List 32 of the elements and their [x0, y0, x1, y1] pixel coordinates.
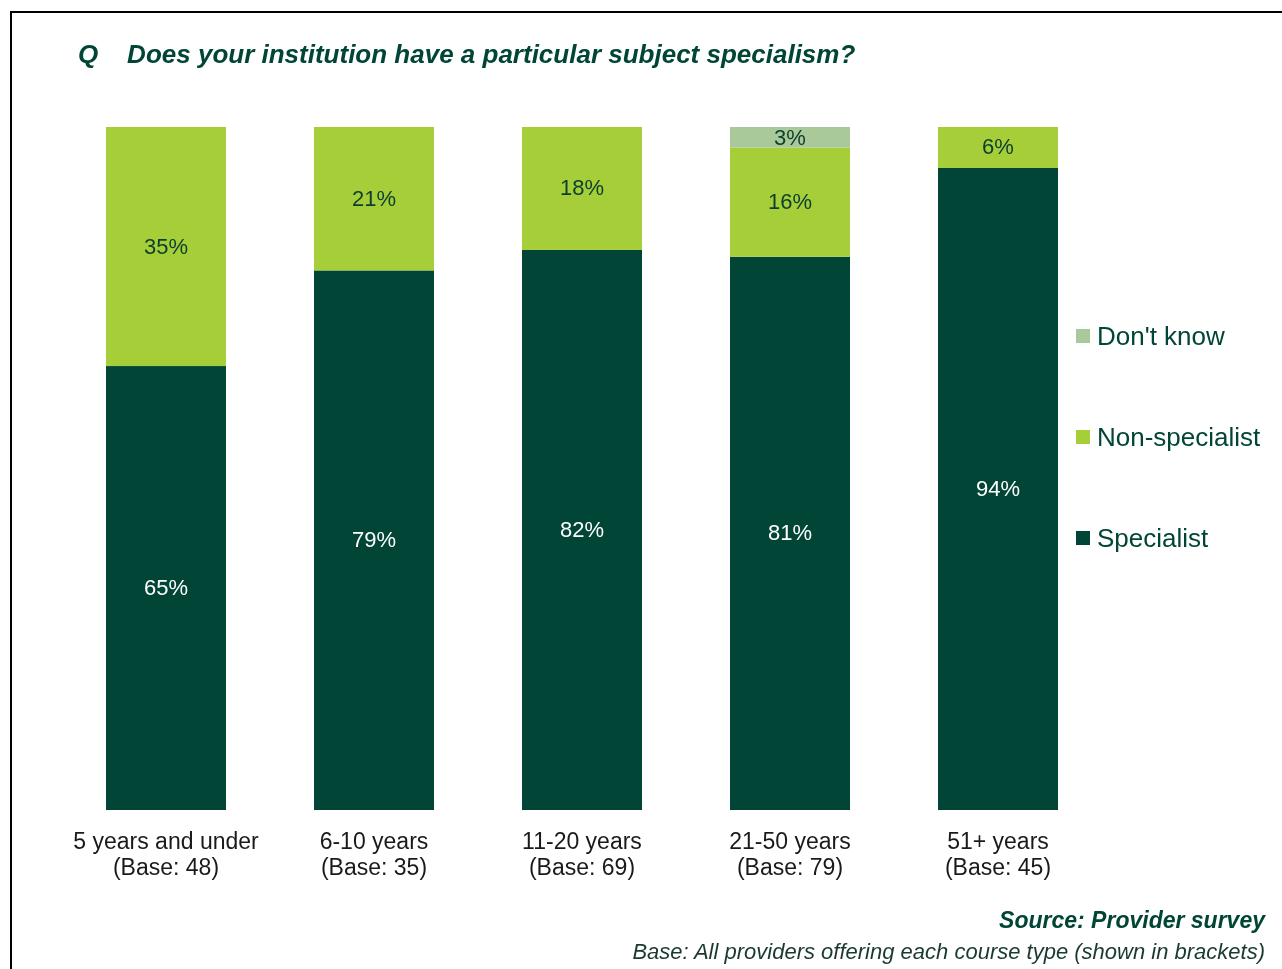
- data-label: 16%: [767, 189, 813, 215]
- bar: [522, 249, 642, 810]
- legend-label: Don't know: [1097, 321, 1226, 351]
- data-label: 6%: [982, 134, 1014, 160]
- bar: [106, 366, 226, 810]
- bar: [522, 127, 642, 250]
- bar: [314, 270, 434, 810]
- x-tick-label: 11-20 years (Base: 69): [522, 828, 642, 880]
- data-label: 3%: [774, 125, 806, 151]
- bar: [730, 256, 850, 810]
- bar: [938, 127, 1058, 168]
- data-label: 82%: [559, 516, 605, 542]
- x-tick-label: 51+ years (Base: 45): [944, 828, 1052, 880]
- chart-title: Q Does your institution have a particular subject specialism?: [78, 39, 856, 69]
- bar: [314, 127, 434, 271]
- x-tick-label: 21-50 years (Base: 79): [729, 828, 851, 880]
- data-label: 65%: [143, 575, 189, 601]
- x-tick-label: 5 years and under (Base: 48): [73, 828, 260, 880]
- source-note: Source: Provider survey: [999, 907, 1267, 933]
- data-label: 21%: [351, 185, 397, 211]
- legend-label: Specialist: [1097, 523, 1210, 553]
- bar: [106, 127, 226, 367]
- data-label: 94%: [975, 475, 1021, 501]
- x-tick-label: 6-10 years (Base: 35): [319, 828, 429, 880]
- text: Base: All providers offering each course type (shown in brackets): [632, 939, 1265, 964]
- bar: [938, 167, 1058, 810]
- bar: [730, 147, 850, 257]
- data-label: 81%: [767, 520, 813, 546]
- legend-label: Non-specialist: [1097, 422, 1262, 452]
- data-label: 35%: [143, 233, 189, 259]
- data-label: 18%: [559, 175, 605, 201]
- data-label: 79%: [351, 527, 397, 553]
